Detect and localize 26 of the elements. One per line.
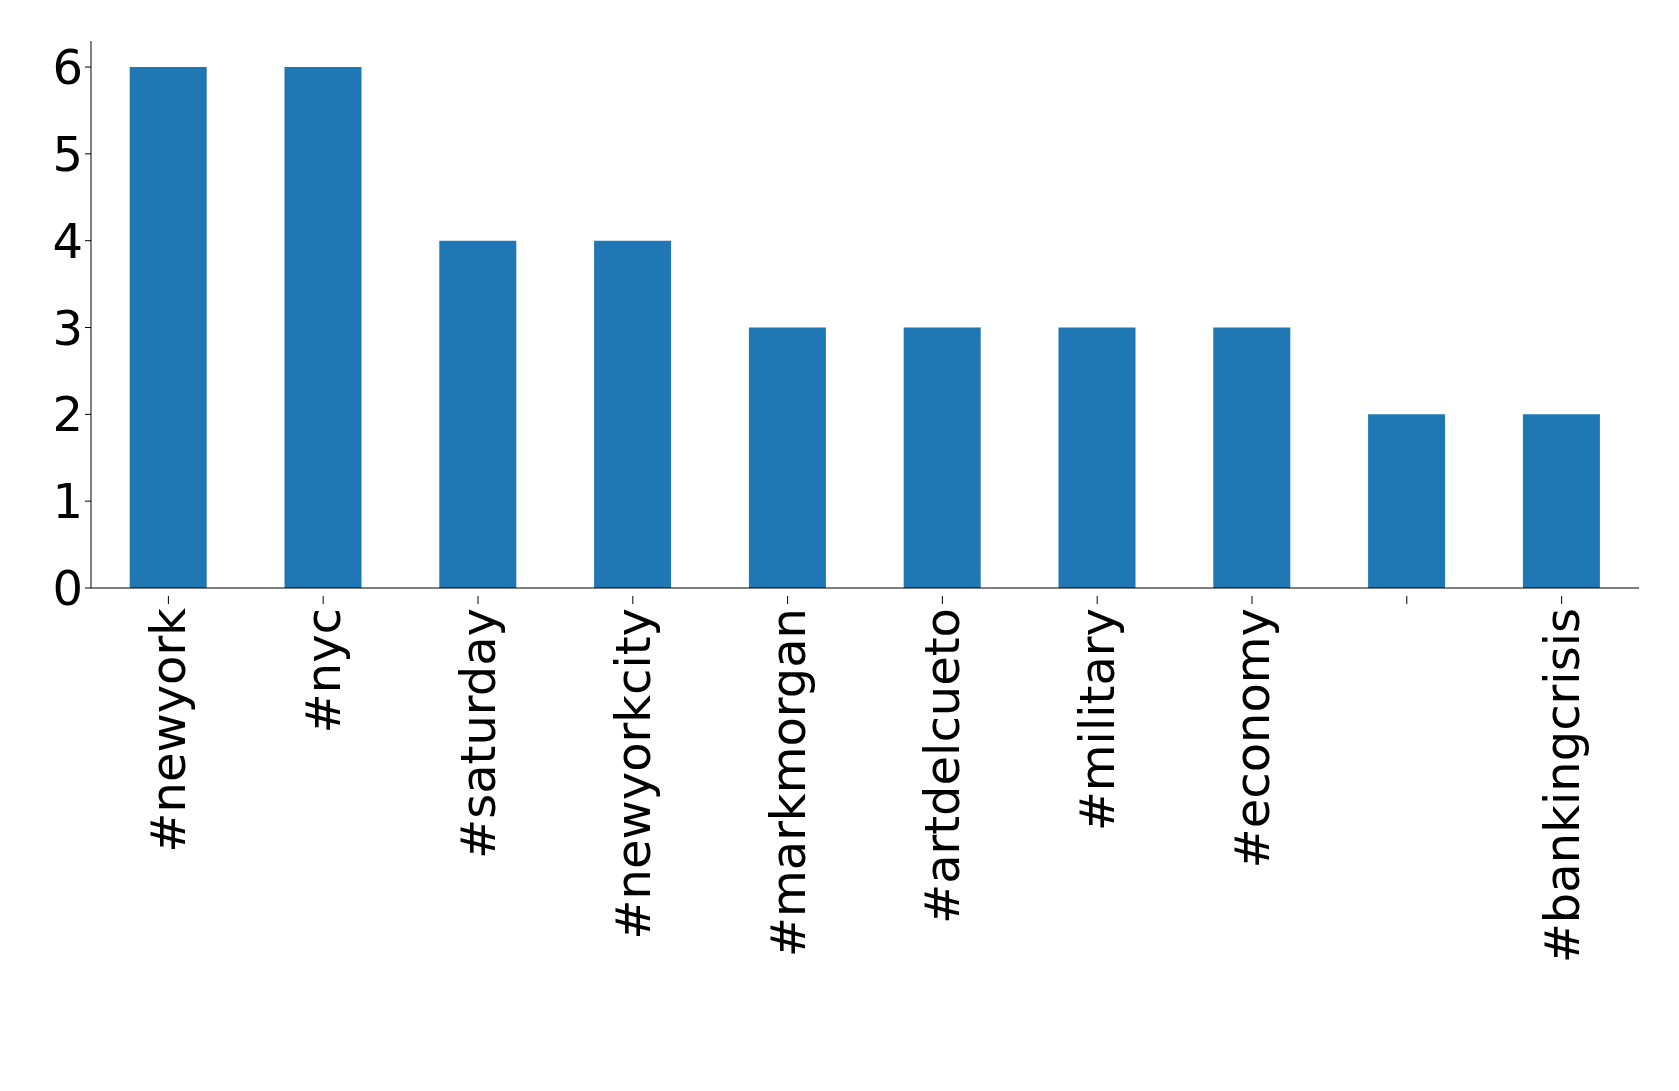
y-tick-label: 4: [52, 212, 83, 269]
y-tick-label: 0: [52, 560, 83, 617]
x-tick-label: #artdelcueto: [914, 608, 971, 925]
x-tick-label: #nyc: [295, 608, 352, 734]
x-tick-label: #newyork: [140, 607, 197, 853]
bar: [903, 327, 981, 588]
bar: [1522, 414, 1600, 588]
y-tick-label: 2: [52, 386, 83, 443]
bar: [439, 240, 517, 588]
x-tick-label: #newyorkcity: [604, 608, 661, 940]
x-tick-label: #markmorgan: [759, 608, 816, 958]
x-tick-label: #saturday: [450, 608, 506, 860]
bar: [1058, 327, 1136, 588]
bar: [1368, 414, 1446, 588]
y-tick-label: 1: [52, 473, 83, 530]
y-tick-label: 6: [52, 39, 83, 96]
y-tick-label: 5: [52, 125, 83, 182]
x-tick-label: #military: [1069, 608, 1126, 832]
bar: [594, 240, 672, 588]
x-tick-label: #economy: [1224, 608, 1280, 869]
y-tick-label: 3: [52, 299, 83, 356]
bar: [748, 327, 826, 588]
x-tick-label: #bankingcrisis: [1533, 608, 1590, 964]
bar: [129, 67, 207, 588]
bar: [1213, 327, 1291, 588]
bar: [284, 67, 362, 588]
